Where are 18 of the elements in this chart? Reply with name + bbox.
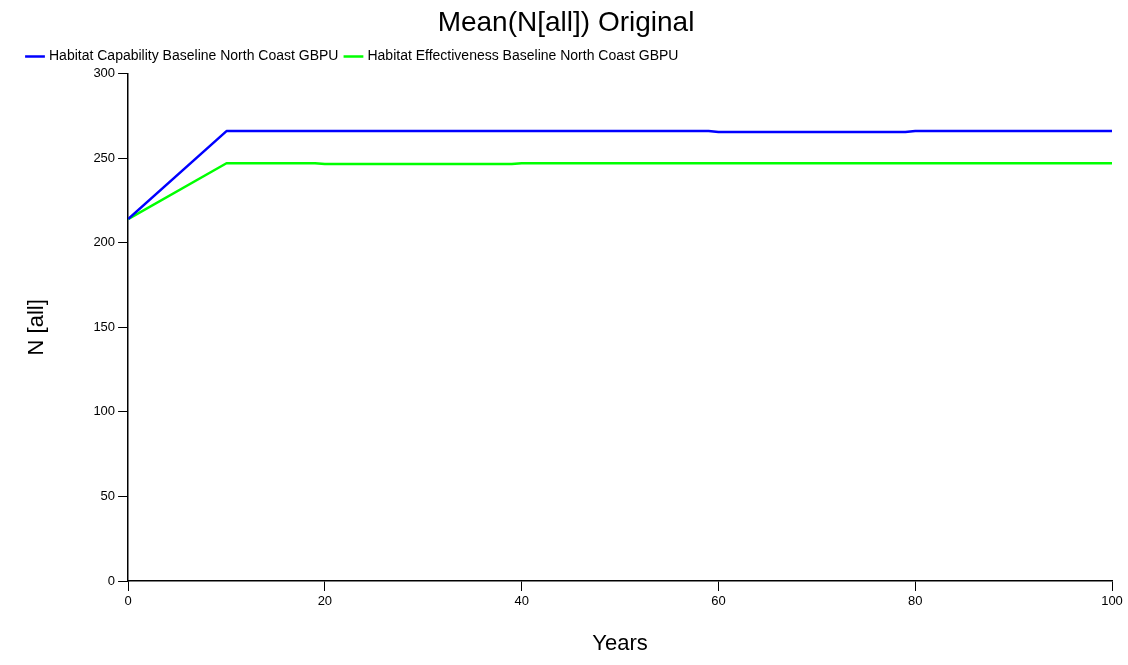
y-tick-label: 150: [93, 318, 116, 334]
y-tick-label: 250: [93, 149, 116, 165]
y-tick-label: 0: [107, 572, 116, 588]
x-axis-title: Years: [592, 629, 648, 655]
y-tick-label: 50: [100, 488, 116, 504]
x-tick-label: 20: [317, 593, 333, 609]
x-tick-label: 80: [907, 593, 923, 609]
x-tick-label: 40: [514, 593, 529, 609]
x-tick-label: 100: [1101, 593, 1123, 609]
y-tick-label: 300: [93, 65, 116, 81]
x-tick-label: 0: [124, 593, 132, 609]
y-tick-label: 100: [93, 403, 116, 419]
legend-label: Habitat Effectiveness Baseline North Coast GBPU: [367, 47, 679, 64]
x-tick-label: 60: [711, 593, 726, 609]
legend-label: Habitat Capability Baseline North Coast GBPU: [49, 47, 339, 64]
chart-title: Mean(N[all]) Original: [437, 5, 695, 37]
y-axis-title: N [all]: [23, 299, 49, 356]
y-tick-label: 200: [93, 234, 116, 250]
